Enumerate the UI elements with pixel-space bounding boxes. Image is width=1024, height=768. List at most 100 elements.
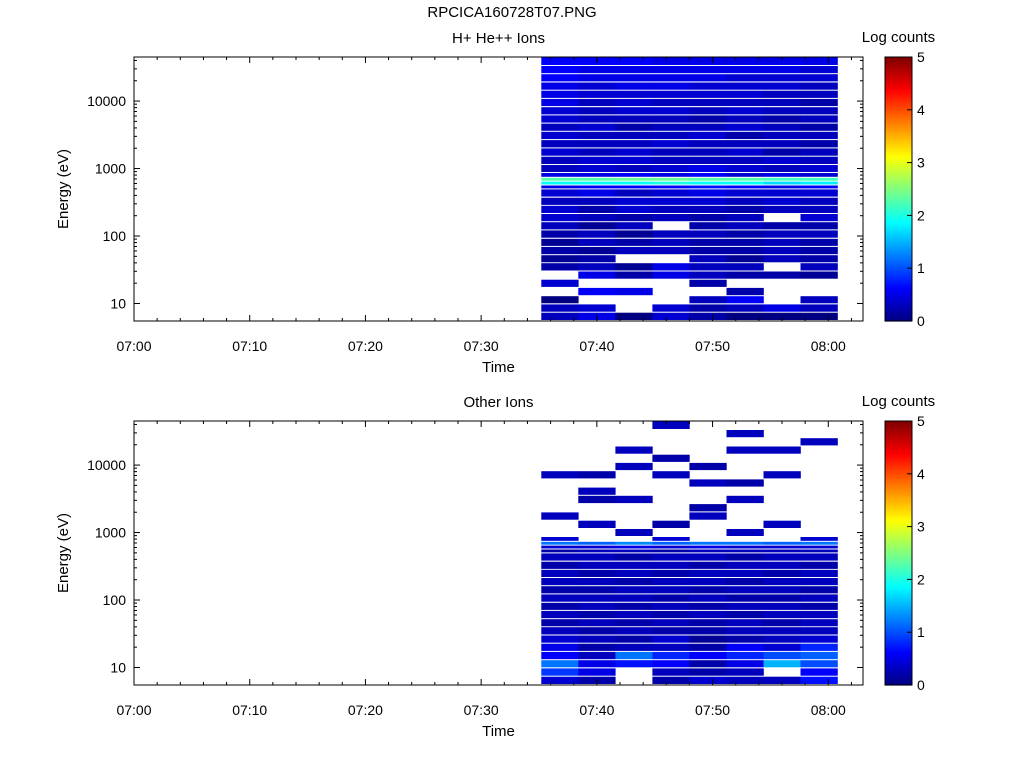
colorbar-segment xyxy=(885,616,912,620)
heatmap-cell xyxy=(578,495,616,504)
heatmap-cell xyxy=(652,545,690,549)
heatmap-cell xyxy=(652,312,690,320)
colorbar-segment xyxy=(885,503,912,507)
heatmap-cell xyxy=(689,602,727,610)
colorbar-segment xyxy=(885,466,912,470)
heatmap-cell xyxy=(726,173,764,177)
colorbar-segment xyxy=(885,421,912,424)
heatmap-cell xyxy=(615,651,653,660)
heatmap-cell xyxy=(763,569,801,577)
colorbar-frame xyxy=(884,420,913,686)
heatmap-cell xyxy=(763,602,801,610)
x-tick-label: 07:00 xyxy=(116,702,151,718)
colorbar-segment xyxy=(885,125,912,128)
heatmap-cell xyxy=(652,549,690,553)
heatmap-cell xyxy=(763,255,801,263)
heatmap-cell xyxy=(800,246,838,255)
heatmap-cell xyxy=(800,123,838,131)
heatmap-cell xyxy=(726,156,764,164)
colorbar-segment xyxy=(885,532,912,536)
heatmap-cell xyxy=(689,635,727,643)
colorbar-segment xyxy=(885,252,912,256)
colorbar-segment xyxy=(885,310,912,314)
y-tick-label: 1000 xyxy=(95,161,126,177)
heatmap-cell xyxy=(726,635,764,643)
heatmap-cell xyxy=(689,296,727,304)
colorbar-segment xyxy=(885,668,912,672)
heatmap-cell xyxy=(726,578,764,586)
heatmap-cell xyxy=(763,619,801,627)
heatmap-cell xyxy=(726,602,764,610)
heatmap-cell xyxy=(615,131,653,140)
colorbar-segment xyxy=(885,290,912,293)
heatmap-cell xyxy=(652,189,690,197)
heatmap-cell xyxy=(689,107,727,115)
colorbar-segment xyxy=(885,248,912,252)
heatmap-cell xyxy=(578,156,616,164)
heatmap-cell xyxy=(652,115,690,123)
heatmap-cell xyxy=(578,148,616,156)
colorbar-segment xyxy=(885,588,912,591)
colorbar-segment xyxy=(885,87,912,91)
heatmap-cell xyxy=(689,131,727,140)
heatmap-cell xyxy=(689,246,727,255)
heatmap-cell xyxy=(726,627,764,635)
x-tick-label: 07:10 xyxy=(232,702,267,718)
heatmap-cell xyxy=(689,627,727,635)
heatmap-cell xyxy=(763,230,801,238)
heatmap-cell xyxy=(652,90,690,98)
heatmap-cell xyxy=(652,471,690,479)
colorbar-segment xyxy=(885,213,912,217)
heatmap-cell xyxy=(541,635,579,643)
heatmap-cell xyxy=(652,246,690,255)
colorbar-segment xyxy=(885,437,912,441)
heatmap-cell xyxy=(615,115,653,123)
heatmap-cell xyxy=(541,541,579,545)
heatmap-cell xyxy=(615,271,653,279)
heatmap-cell xyxy=(541,668,579,676)
colorbar-segment xyxy=(885,443,912,447)
heatmap-cell xyxy=(689,255,727,263)
heatmap-cell xyxy=(689,181,727,185)
heatmap-cell xyxy=(578,287,616,296)
heatmap-cell xyxy=(652,304,690,312)
colorbar-segment xyxy=(885,600,912,604)
colorbar-segment xyxy=(885,530,912,533)
colorbar-segment xyxy=(885,120,912,124)
heatmap-cell xyxy=(800,602,838,610)
heatmap-cell xyxy=(726,82,764,90)
heatmap-cell xyxy=(541,279,579,287)
heatmap-cell xyxy=(689,668,727,676)
heatmap-cell xyxy=(652,594,690,602)
heatmap-cell xyxy=(763,238,801,246)
heatmap-cell xyxy=(615,594,653,602)
heatmap-cell xyxy=(800,271,838,279)
colorbar-segment xyxy=(885,226,912,229)
colorbar-segment xyxy=(885,261,912,264)
colorbar-segment xyxy=(885,292,912,295)
heatmap-cell xyxy=(726,263,764,271)
heatmap-cell xyxy=(726,90,764,98)
heatmap-cell xyxy=(578,230,616,238)
heatmap-cell xyxy=(763,446,801,454)
colorbar-segment xyxy=(885,612,912,616)
heatmap-cell xyxy=(763,635,801,643)
colorbar-segment xyxy=(885,590,912,593)
colorbar-segment xyxy=(885,456,912,459)
colorbar-segment xyxy=(885,520,912,523)
heatmap-cell xyxy=(541,185,579,189)
heatmap-cell xyxy=(578,520,616,528)
heatmap-cell xyxy=(763,312,801,320)
colorbar-segment xyxy=(885,178,912,182)
colorbar-segment xyxy=(885,524,912,527)
heatmap-cell xyxy=(578,107,616,115)
colorbar-segment xyxy=(885,308,912,312)
heatmap-cell xyxy=(763,471,801,479)
heatmap-cell xyxy=(541,156,579,164)
x-tick-label: 07:30 xyxy=(464,338,499,354)
heatmap-cell xyxy=(689,57,727,65)
heatmap-cell xyxy=(689,553,727,561)
heatmap-cell xyxy=(578,197,616,205)
colorbar-segment xyxy=(885,487,912,490)
heatmap-cell xyxy=(800,660,838,668)
